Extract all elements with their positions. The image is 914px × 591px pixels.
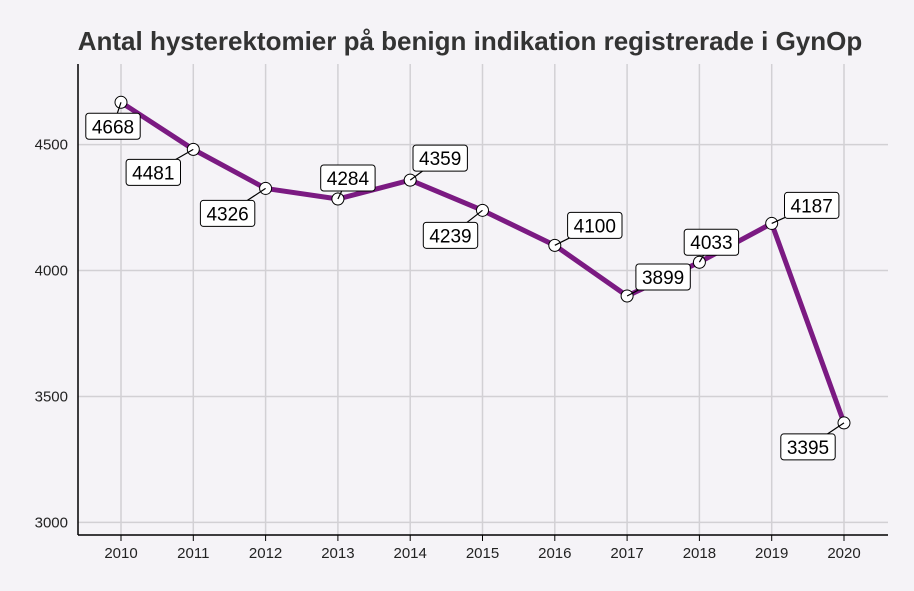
- data-label: 4033: [683, 228, 740, 263]
- data-label-box: [683, 228, 740, 256]
- data-label-box: [320, 164, 376, 192]
- data-label: 4100: [554, 211, 623, 246]
- data-labels: 4668 4481 4326 4284 4359 4239 4100 3899 4033 4187…: [85, 102, 845, 461]
- x-tick-label: 2010: [104, 545, 137, 562]
- x-tick-label: 2014: [394, 545, 427, 562]
- data-label-box: [199, 199, 256, 227]
- x-tick-label: 2018: [683, 545, 716, 562]
- data-label-text: 4100: [574, 216, 616, 237]
- chart-title: Antal hysterektomier på benign indikatio…: [78, 26, 863, 56]
- y-tick-label: 3500: [35, 388, 68, 405]
- x-tick-label: 2019: [755, 545, 788, 562]
- data-label-leader: [464, 209, 483, 225]
- y-tick-label: 3000: [35, 514, 68, 531]
- x-tick-label: 2011: [177, 545, 209, 562]
- data-label-text: 4359: [419, 149, 461, 170]
- data-label-text: 4187: [791, 196, 833, 217]
- x-tick-label: 2013: [321, 545, 354, 562]
- x-tick-label: 2016: [538, 545, 571, 562]
- x-tick-label: 2012: [249, 545, 282, 562]
- data-label-text: 4239: [429, 226, 471, 247]
- data-label: 4284: [320, 164, 376, 200]
- data-label-box: [125, 158, 181, 186]
- data-label: 3395: [780, 422, 845, 461]
- data-label-box: [422, 221, 479, 249]
- data-label-text: 3395: [787, 438, 829, 459]
- x-tick-label: 2017: [610, 545, 643, 562]
- data-label: 4239: [422, 209, 483, 249]
- data-label-text: 4481: [132, 163, 174, 184]
- data-label-box: [412, 144, 468, 172]
- data-label-box: [780, 433, 836, 461]
- data-label-text: 3899: [642, 268, 684, 289]
- data-label-text: 4284: [327, 169, 370, 190]
- tick-labels: 3000 3500 4000 4500 2010 2011 2012 2013 2014 2015…: [35, 137, 861, 562]
- data-label: 4326: [199, 187, 266, 227]
- data-label: 4481: [125, 148, 194, 186]
- data-label: 4359: [409, 144, 468, 181]
- data-label-text: 4326: [206, 204, 248, 225]
- data-label: 3899: [626, 263, 691, 297]
- data-label-box: [784, 191, 840, 219]
- y-tick-label: 4500: [35, 137, 68, 154]
- axes: [77, 64, 888, 541]
- data-label-box: [85, 112, 141, 140]
- data-label-box: [635, 263, 691, 291]
- data-label: 4668: [85, 102, 141, 140]
- data-label-text: 4033: [690, 233, 732, 254]
- data-label: 4187: [771, 191, 840, 224]
- x-tick-label: 2015: [466, 545, 499, 562]
- grid: [78, 64, 888, 535]
- data-label-leader: [244, 187, 266, 203]
- x-tick-label: 2020: [827, 545, 860, 562]
- data-label-text: 4668: [92, 117, 134, 138]
- y-tick-label: 4000: [35, 263, 68, 280]
- data-label-box: [567, 211, 623, 239]
